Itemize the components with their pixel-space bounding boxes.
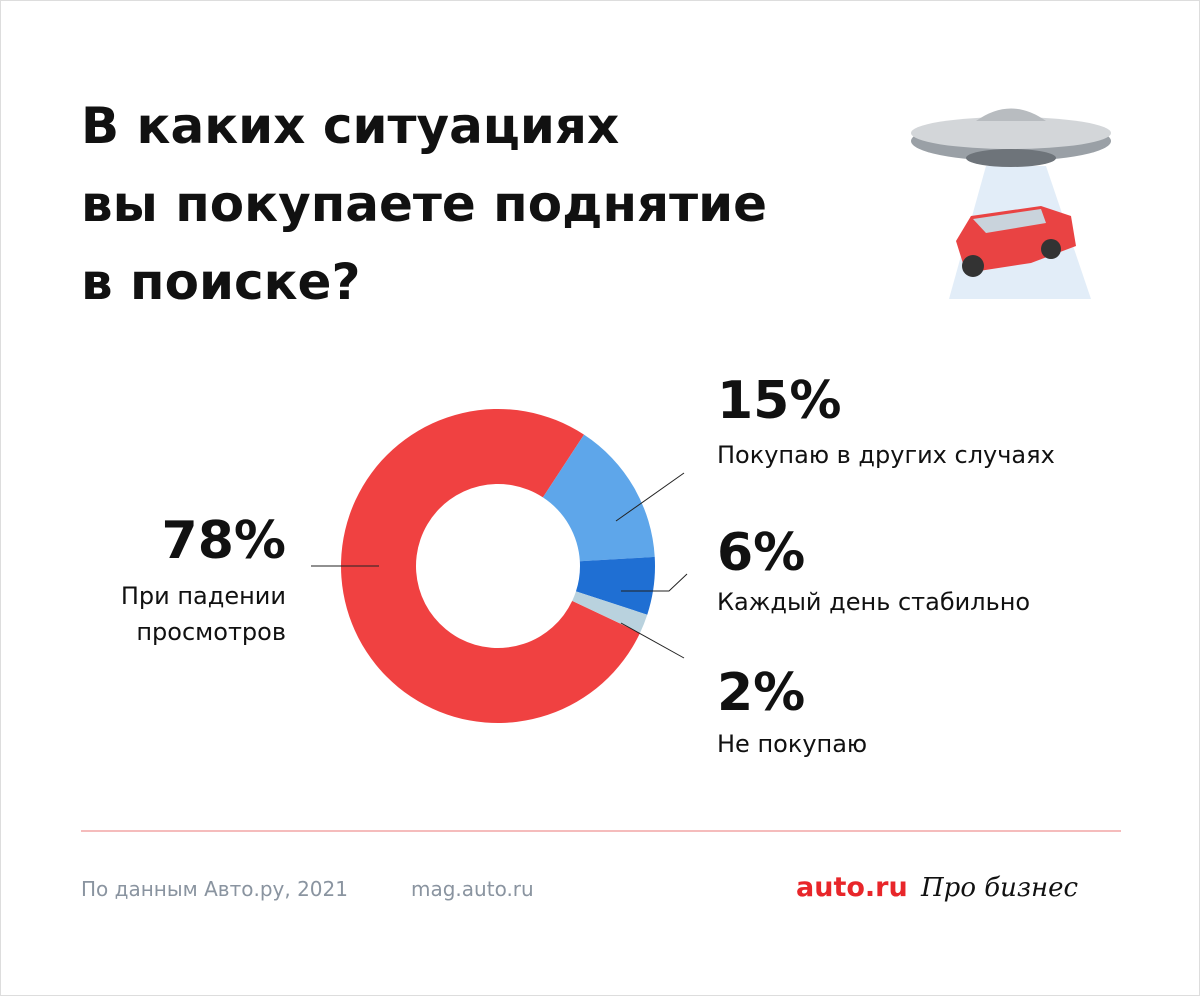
leader-line — [620, 622, 685, 659]
title-line: в поиске? — [81, 253, 361, 311]
partner-logo: Про бизнес — [921, 873, 1079, 903]
leader-line — [621, 573, 688, 592]
donut-segment — [341, 408, 641, 724]
logo: auto.ru — [796, 872, 908, 903]
category-label: Каждый день стабильно — [717, 588, 1031, 616]
category-label: Не покупаю — [717, 730, 868, 758]
value-label: 15% — [717, 371, 842, 431]
title-line: В каких ситуациях — [81, 97, 620, 155]
value-label: 2% — [717, 663, 806, 723]
source: По данным Авто.ру, 2021 — [81, 877, 348, 901]
category-label: Покупаю в других случаях — [717, 441, 1055, 469]
donut-segment — [542, 434, 655, 562]
category-label: При падении просмотров — [120, 582, 286, 646]
value-label: 78% — [161, 511, 286, 571]
value-label: 6% — [717, 523, 806, 583]
donut-segment — [575, 556, 655, 615]
site: mag.auto.ru — [411, 877, 534, 901]
title: В каких ситуациях вы покупаете поднятие в … — [81, 87, 767, 321]
title-line: вы покупаете поднятие — [81, 175, 768, 233]
leader-line — [615, 472, 685, 522]
donut-segment — [572, 591, 648, 633]
ufo-illustration — [911, 108, 1111, 299]
